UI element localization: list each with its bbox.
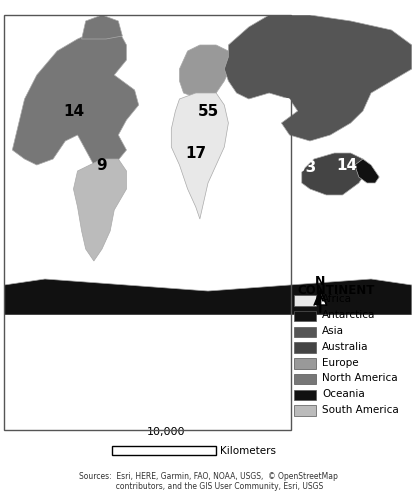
Text: Sources:  Esri, HERE, Garmin, FAO, NOAA, USGS,  © OpenStreetMap
          contri: Sources: Esri, HERE, Garmin, FAO, NOAA, … [79, 472, 337, 492]
Polygon shape [302, 153, 367, 195]
Text: North America: North America [322, 373, 398, 383]
Bar [294, 295, 316, 306]
Polygon shape [314, 290, 320, 305]
Text: 17: 17 [185, 146, 206, 160]
Text: Africa: Africa [322, 294, 352, 304]
Polygon shape [74, 159, 126, 261]
Bar [294, 374, 316, 384]
Text: Antarctica: Antarctica [322, 310, 376, 320]
Polygon shape [179, 45, 233, 99]
Text: 33: 33 [295, 160, 317, 176]
Polygon shape [4, 315, 295, 378]
Polygon shape [224, 15, 412, 141]
Bar [112, 446, 216, 455]
Bar [294, 390, 316, 400]
Text: 0: 0 [162, 212, 173, 226]
Bar [294, 342, 316, 353]
Text: Europe: Europe [322, 358, 359, 368]
Polygon shape [355, 159, 379, 183]
Polygon shape [171, 93, 228, 219]
Text: 10,000: 10,000 [147, 428, 186, 438]
Bar [294, 310, 316, 322]
Bar [294, 358, 316, 368]
Text: 30: 30 [271, 98, 292, 112]
Text: 55: 55 [197, 104, 219, 118]
Text: Kilometers: Kilometers [220, 446, 277, 456]
Text: Australia: Australia [322, 342, 369, 352]
Text: 14: 14 [63, 104, 84, 118]
Text: Oceania: Oceania [322, 389, 365, 399]
Text: CONTINENT: CONTINENT [297, 284, 375, 298]
Polygon shape [82, 15, 122, 39]
Bar [294, 405, 316, 416]
Polygon shape [4, 279, 412, 315]
Polygon shape [48, 315, 92, 347]
Polygon shape [12, 30, 139, 165]
Text: South America: South America [322, 405, 399, 415]
Text: Asia: Asia [322, 326, 344, 336]
Bar [294, 326, 316, 337]
Text: 9: 9 [97, 158, 107, 172]
Text: 0: 0 [115, 371, 126, 386]
Polygon shape [320, 290, 327, 305]
Text: N: N [315, 275, 325, 288]
Text: 14: 14 [336, 158, 357, 172]
